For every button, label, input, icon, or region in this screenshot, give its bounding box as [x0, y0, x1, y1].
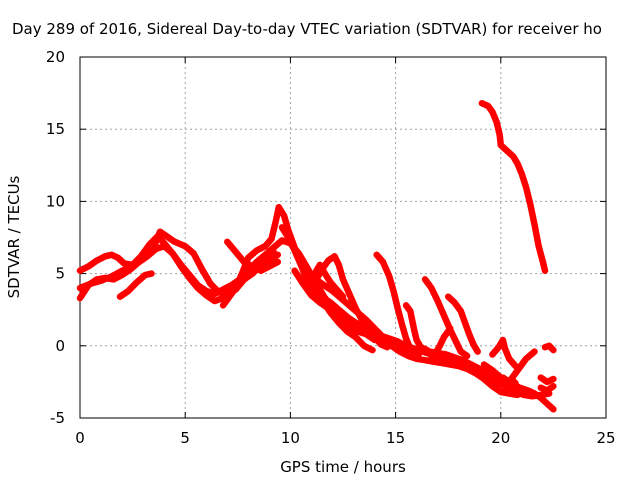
plot-frame [79, 56, 607, 419]
y-tick-label: 5 [55, 265, 65, 283]
series-arc-4 [116, 270, 155, 300]
series-arc-23 [541, 342, 557, 354]
series-arc-11 [312, 253, 391, 351]
series-arc-14 [421, 276, 471, 360]
x-tick-label: 5 [180, 429, 190, 447]
y-tick-label: 20 [46, 48, 65, 66]
y-tick-label: 10 [46, 192, 65, 210]
series-arc-6 [224, 238, 282, 274]
y-axis-label: SDTVAR / TECUs [5, 175, 23, 298]
x-tick-label: 0 [75, 429, 85, 447]
series-arc-12 [373, 251, 422, 358]
series-layer [76, 99, 557, 413]
series-arc-7 [278, 224, 553, 400]
series-arc-20 [499, 374, 557, 413]
y-tick-label: 15 [46, 120, 65, 138]
x-tick-label: 25 [596, 429, 615, 447]
series-arc-13 [402, 302, 431, 354]
x-tick-label: 20 [491, 429, 510, 447]
series-arc-16 [444, 293, 481, 355]
grid-layer [80, 57, 606, 418]
series-arc-15 [428, 325, 454, 365]
x-tick-label: 15 [386, 429, 405, 447]
y-tick-label: -5 [50, 409, 65, 427]
series-arc-18 [489, 336, 519, 370]
series-arc-3 [76, 228, 282, 298]
series-arc-9 [295, 253, 521, 399]
series-arc-22 [537, 382, 557, 394]
x-axis-label: GPS time / hours [280, 458, 406, 476]
series-arc-21 [537, 374, 557, 386]
y-tick-label: 0 [55, 337, 65, 355]
series-arc-10 [312, 261, 347, 300]
ticks-layer: 0 5 10 15 20 25 -5 0 5 10 15 20 [46, 48, 616, 447]
chart-title: Day 289 of 2016, Sidereal Day-to-day VTE… [12, 20, 602, 38]
series-arc-17 [478, 99, 549, 274]
x-tick-label: 10 [281, 429, 300, 447]
